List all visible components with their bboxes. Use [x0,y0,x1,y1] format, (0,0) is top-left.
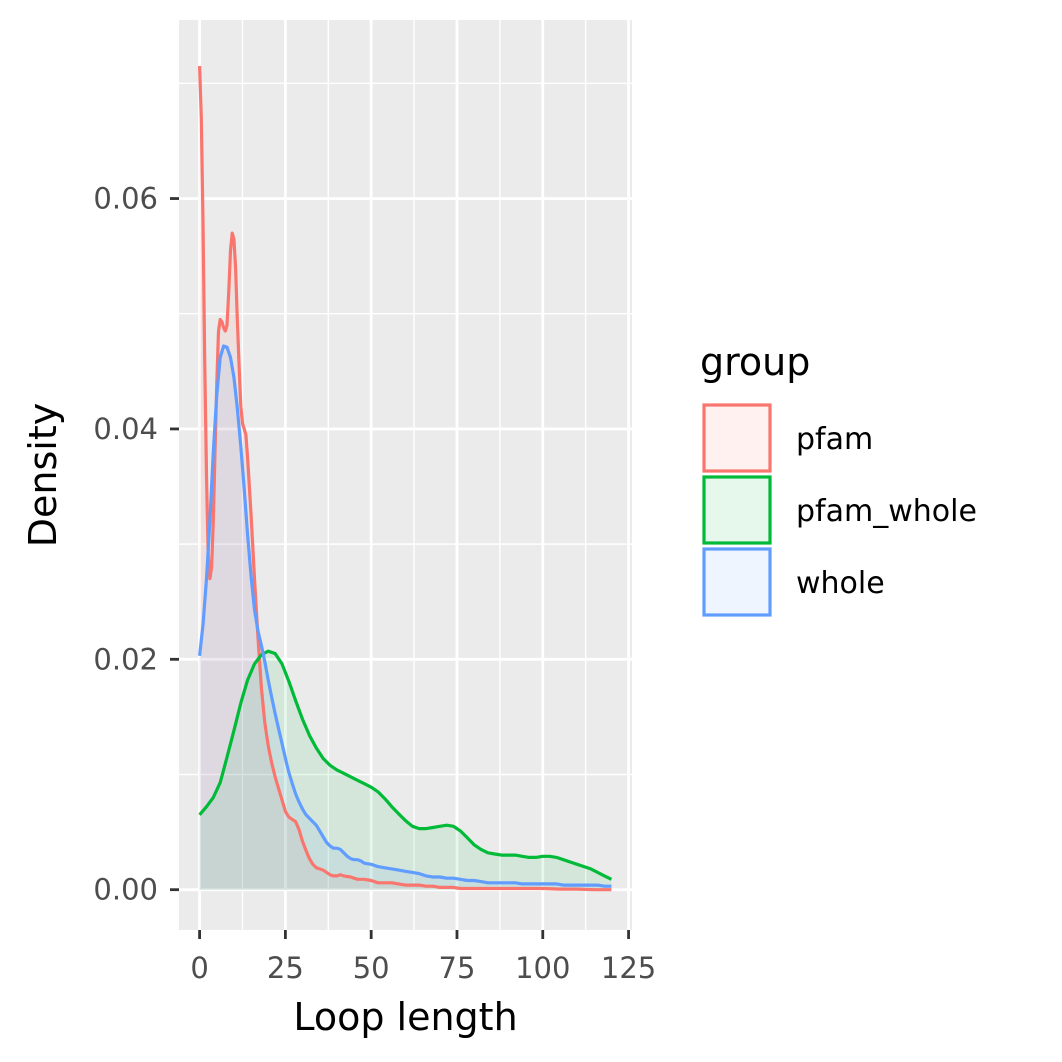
legend-title: group [700,340,810,384]
legend-label-whole: whole [796,566,885,601]
x-axis: 0 25 50 75 100 125 [190,930,656,985]
x-tick-label: 125 [601,951,656,985]
legend-key-whole [702,547,772,617]
y-tick-label: 0.00 [93,873,158,907]
legend-key-pfam [702,403,772,473]
plot-panel [179,20,632,930]
y-axis: 0.00 0.02 0.04 0.06 [93,182,179,907]
x-tick-label: 100 [515,951,570,985]
legend-label-pfam: pfam [796,422,873,457]
x-axis-title: Loop length [293,995,517,1039]
density-line-pfam_whole [198,649,613,881]
y-tick-label: 0.06 [93,182,158,216]
x-tick-label: 50 [353,951,390,985]
density-line-pfam [198,66,612,892]
panel-background [179,20,632,930]
density-area-pfam [199,66,612,890]
x-tick-label: 75 [439,951,476,985]
x-tick-label: 0 [190,951,208,985]
y-axis-title: Density [21,403,65,547]
legend-key-pfam_whole [702,475,772,545]
density-area-pfam_whole [199,651,612,890]
density-area-whole [199,346,612,890]
y-tick-label: 0.02 [93,642,158,676]
x-tick-label: 25 [267,951,304,985]
y-tick-label: 0.04 [93,412,158,446]
legend-label-pfam_whole: pfam_whole [796,494,977,529]
density-line-whole [198,344,612,888]
density-fills [199,66,612,890]
density-lines [198,66,613,892]
